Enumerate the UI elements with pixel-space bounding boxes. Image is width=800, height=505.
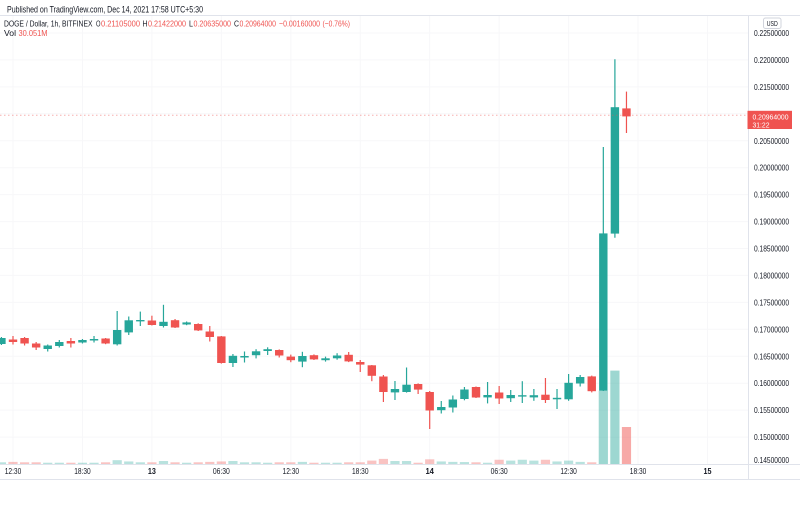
svg-text:0.21500000: 0.21500000 [754,83,789,92]
svg-text:0.16500000: 0.16500000 [754,352,789,361]
svg-text:0.17000000: 0.17000000 [754,325,789,334]
svg-text:31:22: 31:22 [753,120,770,129]
svg-text:0.15000000: 0.15000000 [754,433,789,442]
svg-text:0.20964000: 0.20964000 [753,113,789,122]
svg-text:18:30: 18:30 [630,467,647,476]
svg-text:0.21105000: 0.21105000 [101,19,140,29]
svg-text:12:30: 12:30 [5,467,22,476]
svg-text:15: 15 [704,467,712,476]
svg-text:−0.00160000: −0.00160000 [279,19,320,29]
svg-text:12:30: 12:30 [283,467,300,476]
svg-text:Published on TradingView.com,: Published on TradingView.com, Dec 14, 20… [7,5,203,15]
svg-text:06:30: 06:30 [213,467,230,476]
svg-text:0.20635000: 0.20635000 [194,19,232,29]
svg-text:USD: USD [767,21,778,28]
svg-text:0.18500000: 0.18500000 [754,245,789,254]
svg-text:0.21422000: 0.21422000 [148,19,186,29]
svg-text:DOGE / Dollar, 1h, BITFINEX: DOGE / Dollar, 1h, BITFINEX [4,19,93,29]
svg-text:Vol: Vol [4,28,16,38]
svg-text:14: 14 [425,467,434,476]
svg-text:0.16000000: 0.16000000 [754,379,789,388]
svg-text:30.051M: 30.051M [19,28,48,38]
svg-text:(−0.76%): (−0.76%) [323,19,351,29]
svg-text:0.18000000: 0.18000000 [754,271,789,280]
svg-text:13: 13 [148,467,156,476]
svg-text:0.20500000: 0.20500000 [754,137,789,146]
svg-text:0.20000000: 0.20000000 [754,164,789,173]
svg-text:0.15500000: 0.15500000 [754,406,789,415]
svg-text:0.19000000: 0.19000000 [754,218,789,227]
svg-text:18:30: 18:30 [352,467,369,476]
svg-text:18:30: 18:30 [74,467,91,476]
svg-text:C: C [234,19,239,29]
svg-text:H: H [143,19,148,29]
svg-text:0.22000000: 0.22000000 [754,56,789,65]
svg-text:0.20964000: 0.20964000 [240,19,277,29]
svg-text:L: L [189,19,193,29]
svg-text:12:30: 12:30 [560,467,577,476]
svg-text:O: O [96,19,101,29]
svg-text:06:30: 06:30 [491,467,508,476]
svg-text:0.19500000: 0.19500000 [754,191,789,200]
svg-text:0.17500000: 0.17500000 [754,298,789,307]
svg-text:0.22500000: 0.22500000 [754,29,789,38]
svg-text:0.14500000: 0.14500000 [754,456,789,465]
